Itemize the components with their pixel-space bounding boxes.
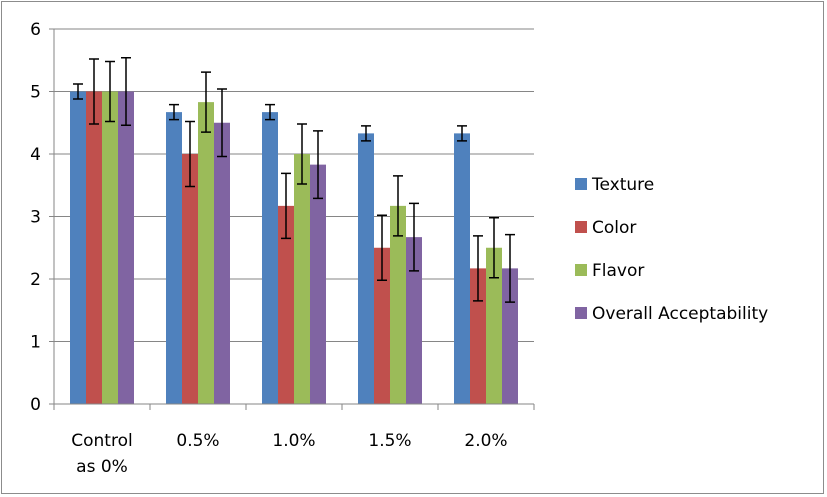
bar-overall-acceptability	[214, 122, 230, 404]
bar-flavor	[198, 102, 214, 404]
y-tick-label: 6	[30, 20, 41, 40]
legend-label: Flavor	[592, 261, 644, 281]
bar-color	[374, 247, 390, 404]
y-tick-label: 2	[30, 270, 41, 290]
y-tick-label: 1	[30, 333, 41, 353]
x-tick-label: 1.0%	[272, 431, 315, 451]
bar-color	[278, 205, 294, 404]
legend-label: Texture	[591, 175, 654, 195]
bar-texture	[70, 91, 86, 404]
bar-color	[182, 154, 198, 404]
bar-flavor	[390, 205, 406, 404]
bar-flavor	[294, 154, 310, 404]
bar-flavor	[102, 91, 118, 404]
bars	[70, 91, 518, 404]
error-bars	[73, 57, 515, 303]
bar-overall-acceptability	[406, 237, 422, 404]
legend-label: Color	[592, 218, 636, 238]
legend-swatch	[575, 178, 587, 190]
legend-swatch	[575, 264, 587, 276]
x-tick-label: 1.5%	[368, 431, 411, 451]
bar-color	[86, 91, 102, 404]
legend-swatch	[575, 307, 587, 319]
legend: Texture Color Flavor Overall Acceptability	[575, 175, 768, 324]
y-tick-label: 4	[30, 145, 41, 165]
bar-texture	[358, 133, 374, 404]
bar-texture	[262, 112, 278, 404]
bar-color	[470, 268, 486, 404]
bar-overall-acceptability	[118, 91, 134, 404]
x-tick-label: 0.5%	[176, 431, 219, 451]
legend-swatch	[575, 221, 587, 233]
y-tick-label: 0	[30, 395, 41, 415]
y-tick-label: 5	[30, 83, 41, 103]
bar-texture	[166, 112, 182, 404]
bar-flavor	[486, 247, 502, 404]
x-tick-label: 2.0%	[464, 431, 507, 451]
axes: 0 1 2 3 4 5 6 Control as 0% 0.5% 1.0% 1.5% 2.0%	[30, 20, 535, 477]
y-tick-label: 3	[30, 208, 41, 228]
bar-texture	[454, 133, 470, 404]
bar-overall-acceptability	[310, 164, 326, 404]
legend-label: Overall Acceptability	[592, 304, 768, 324]
x-tick-label: Control as 0%	[71, 431, 132, 477]
